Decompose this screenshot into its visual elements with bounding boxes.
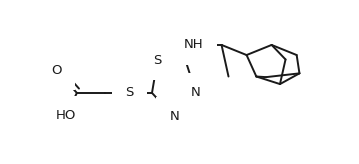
Text: NH: NH [184, 38, 204, 51]
Text: HO: HO [56, 109, 76, 122]
Text: N: N [191, 86, 201, 99]
Text: O: O [51, 64, 62, 77]
Text: S: S [153, 54, 162, 67]
Text: N: N [169, 110, 179, 123]
Text: S: S [126, 86, 134, 99]
